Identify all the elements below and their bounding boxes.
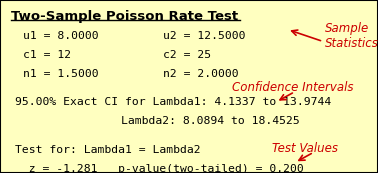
- Text: Two-Sample Poisson Rate Test: Two-Sample Poisson Rate Test: [11, 10, 239, 23]
- Text: Test Values: Test Values: [272, 142, 338, 155]
- Text: c1 = 12: c1 = 12: [23, 50, 71, 60]
- Text: Confidence Intervals: Confidence Intervals: [232, 81, 354, 94]
- Text: Test for: Lambda1 = Lambda2: Test for: Lambda1 = Lambda2: [15, 145, 201, 155]
- Text: u1 = 8.0000: u1 = 8.0000: [23, 31, 98, 41]
- Text: Lambda2: 8.0894 to 18.4525: Lambda2: 8.0894 to 18.4525: [121, 116, 300, 126]
- Text: n2 = 2.0000: n2 = 2.0000: [163, 69, 238, 79]
- Text: u2 = 12.5000: u2 = 12.5000: [163, 31, 245, 41]
- Text: 95.00% Exact CI for Lambda1: 4.1337 to 13.9744: 95.00% Exact CI for Lambda1: 4.1337 to 1…: [15, 97, 332, 107]
- Text: n1 = 1.5000: n1 = 1.5000: [23, 69, 98, 79]
- Text: z = -1.281   p-value(two-tailed) = 0.200: z = -1.281 p-value(two-tailed) = 0.200: [15, 164, 304, 173]
- Text: Sample
Statistics: Sample Statistics: [325, 22, 378, 51]
- Text: c2 = 25: c2 = 25: [163, 50, 211, 60]
